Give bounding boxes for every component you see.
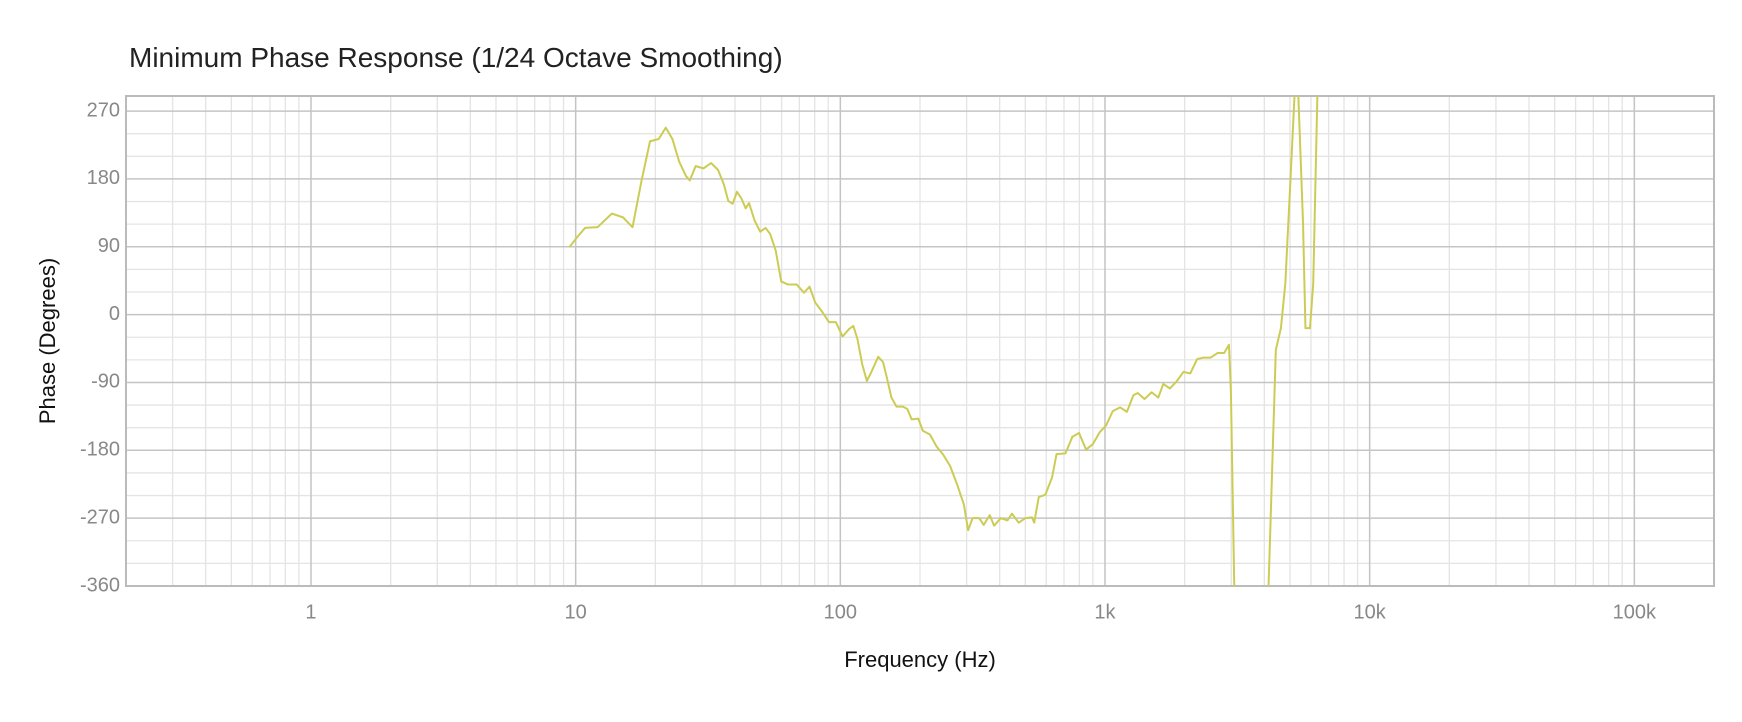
y-tick-label: -180: [80, 439, 120, 461]
x-tick-label: 1: [305, 601, 316, 623]
y-tick-label: -90: [91, 371, 120, 393]
phase-line: [568, 96, 1319, 586]
x-tick-label: 100: [824, 601, 857, 623]
y-axis-label: Phase (Degrees): [35, 258, 60, 424]
x-tick-label: 1k: [1094, 601, 1116, 623]
y-tick-label: 270: [87, 99, 120, 121]
chart-title: Minimum Phase Response (1/24 Octave Smoo…: [129, 42, 783, 73]
subtitle: (1/24 Octave Smoothing): [471, 42, 782, 73]
x-tick-label: 10: [565, 601, 587, 623]
plot-border: [125, 95, 1715, 587]
title: Minimum Phase Response: [129, 42, 464, 73]
y-tick-label: -270: [80, 506, 120, 528]
x-tick-label: 10k: [1354, 601, 1387, 623]
y-tick-label: 90: [98, 235, 120, 257]
y-tick-label: 0: [109, 303, 120, 325]
x-tick-label: 100k: [1613, 601, 1657, 623]
x-axis-label: Frequency (Hz): [844, 647, 996, 672]
y-tick-label: 180: [87, 167, 120, 189]
y-tick-label: -360: [80, 574, 120, 596]
